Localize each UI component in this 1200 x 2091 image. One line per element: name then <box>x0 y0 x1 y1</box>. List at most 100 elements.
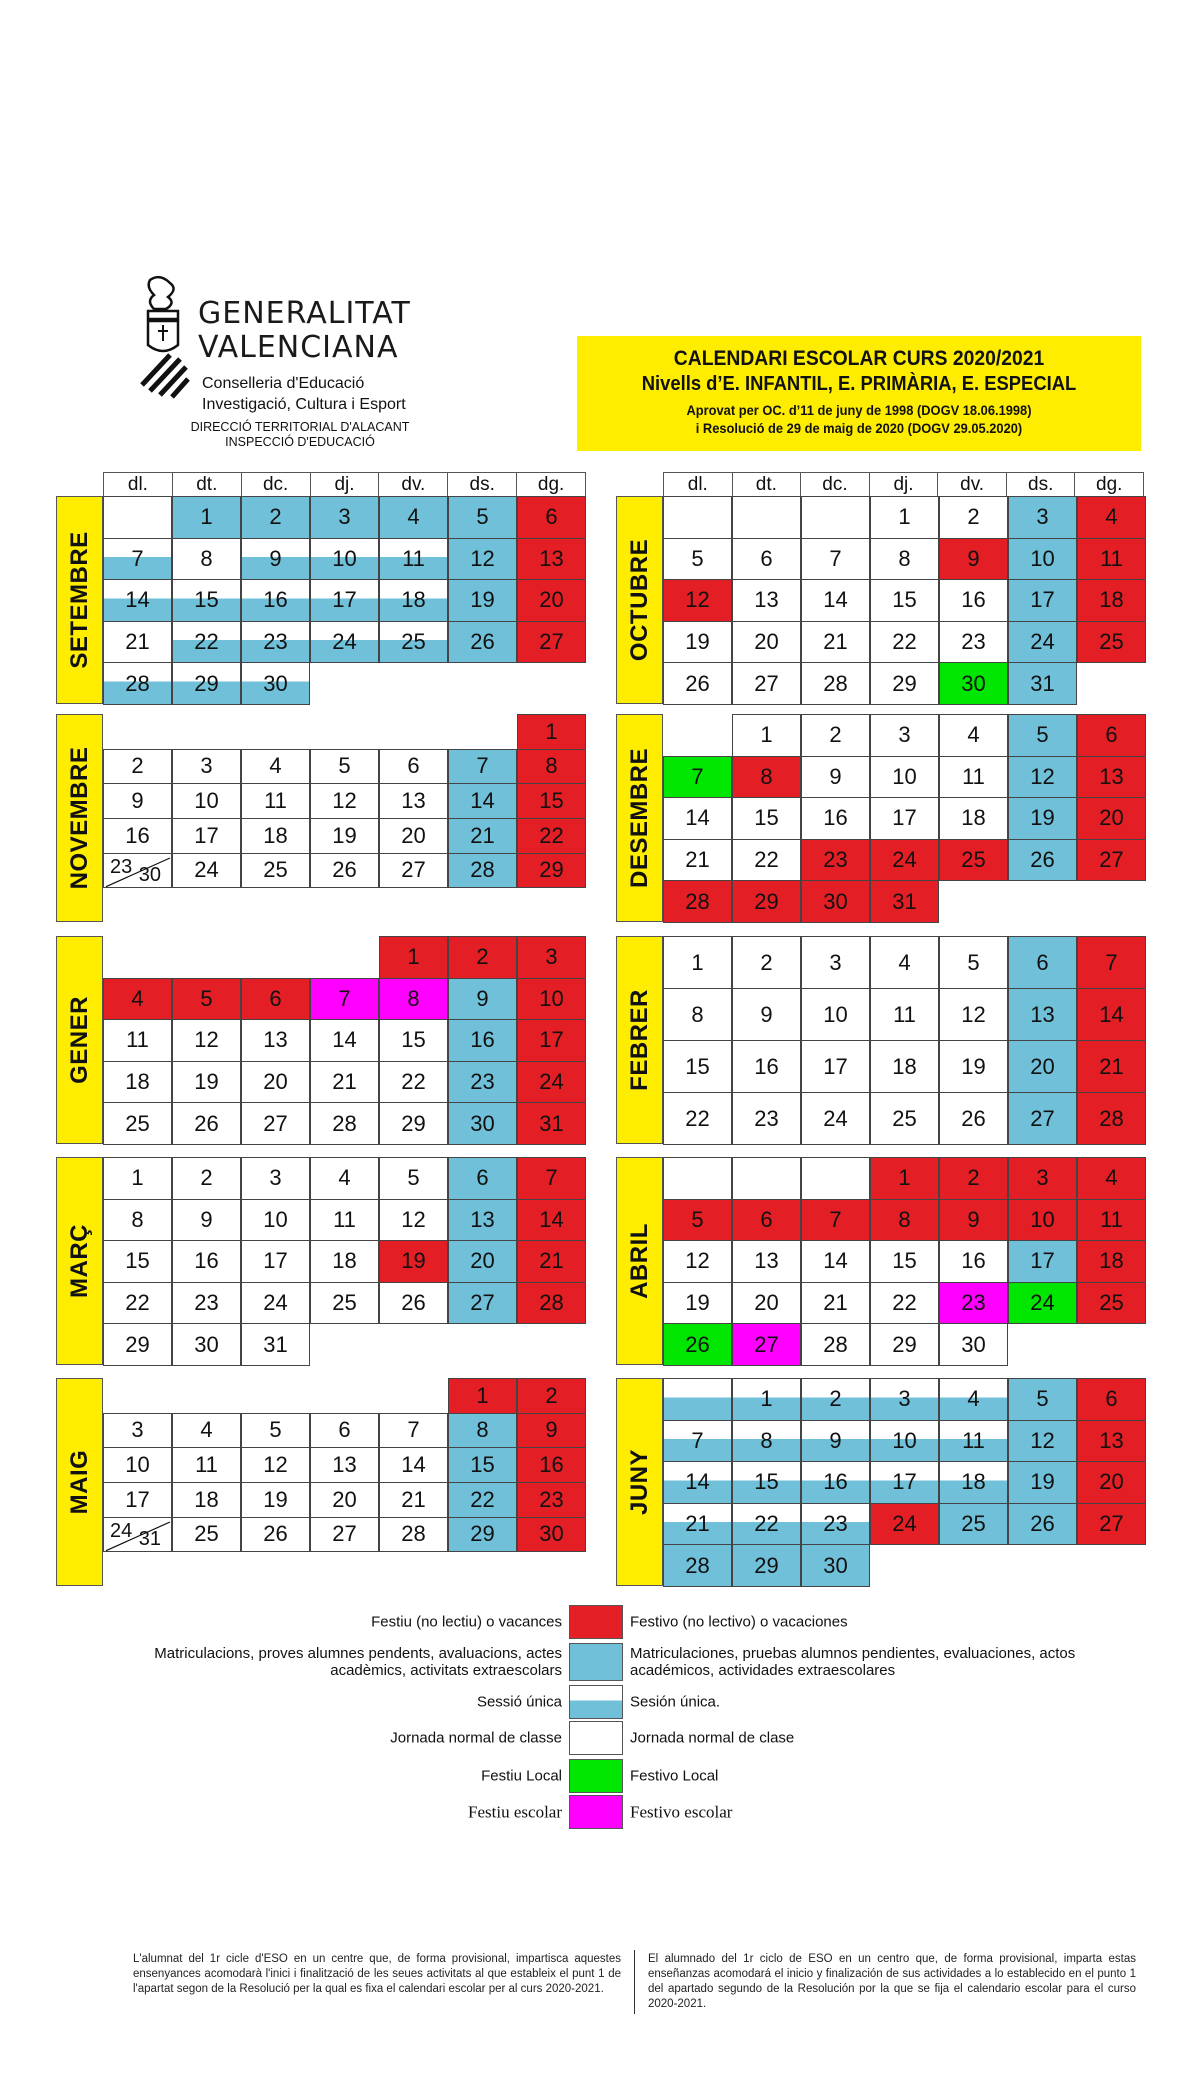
day-number: 17 <box>125 1486 150 1512</box>
day-number: 15 <box>754 805 779 831</box>
day-number: 18 <box>1099 587 1124 613</box>
approval-line2: i Resolució de 29 de maig de 2020 (DOGV … <box>695 420 1023 436</box>
day-number: 18 <box>892 1053 917 1079</box>
day-cell: 30 <box>517 1516 586 1553</box>
weekday-label: dt. <box>173 473 242 496</box>
day-number: 28 <box>685 1552 710 1578</box>
day-cell: 9 <box>103 783 172 819</box>
day-number: 7 <box>338 985 351 1011</box>
day-number: 21 <box>823 629 848 655</box>
day-cell: 13 <box>732 579 801 622</box>
day-number: 28 <box>332 1110 357 1136</box>
day-cell: 14 <box>310 1019 379 1062</box>
day-cell: 11 <box>172 1447 241 1483</box>
month-juny: JUNY 1 2 3 4 5 6 7 8 9 10 11 12 13 14 15 16 17 18 19 20 21 22 2… <box>616 1378 1146 1587</box>
day-number: 18 <box>194 1486 219 1512</box>
day-number: 4 <box>967 1386 980 1412</box>
day-number: 10 <box>332 545 357 571</box>
day-cell: 5 <box>448 496 517 539</box>
day-number: 21 <box>125 629 150 655</box>
day-cell: 7 <box>663 1419 732 1463</box>
footer-note-es: El alumnado del 1r ciclo de ESO en un ce… <box>648 1953 1136 2010</box>
day-cell: 10 <box>103 1447 172 1483</box>
day-cell: 4 <box>310 1157 379 1200</box>
day-cell: 16 <box>801 1461 870 1504</box>
day-number: 12 <box>685 587 710 613</box>
day-cell: 30 <box>939 662 1008 705</box>
day-cell: 25 <box>310 1281 379 1325</box>
day-cell: 27 <box>1077 838 1146 882</box>
day-number: 24 <box>892 1511 917 1537</box>
day-cell: 10 <box>1008 537 1077 581</box>
day-cell: 7 <box>801 537 870 581</box>
day-number: 7 <box>1105 949 1118 975</box>
day-cell: 20 <box>732 620 801 664</box>
day-number: 16 <box>823 1469 848 1495</box>
month-name: SETEMBRE <box>65 531 93 669</box>
day-number: 27 <box>754 670 779 696</box>
day-cell: 23 <box>241 620 310 664</box>
day-cell: 25 <box>1077 620 1146 664</box>
day-cell: 11 <box>939 1419 1008 1463</box>
empty-cell <box>103 936 172 979</box>
day-number: 2 <box>269 504 282 530</box>
dept-line1: Conselleria d'Educació <box>202 375 365 392</box>
day-cell: 15 <box>732 797 801 840</box>
day-number: 4 <box>1105 504 1118 530</box>
day-number: 24 <box>263 1290 288 1316</box>
day-cell: 13 <box>517 537 586 581</box>
day-number: 9 <box>476 985 489 1011</box>
day-cell: 16 <box>448 1019 517 1062</box>
day-number: 21 <box>401 1486 426 1512</box>
day-number: 1 <box>898 504 911 530</box>
day-cell: 2 <box>172 1157 241 1200</box>
day-cell: 28 <box>663 880 732 923</box>
day-number: 24 <box>823 1105 848 1131</box>
day-cell: 29 <box>732 880 801 923</box>
day-number: 15 <box>194 587 219 613</box>
day-number: 22 <box>194 629 219 655</box>
day-number: 26 <box>1030 847 1055 873</box>
day-cell: 1 <box>732 714 801 757</box>
day-cell: 13 <box>1077 755 1146 799</box>
day-cell: 18 <box>1077 579 1146 622</box>
day-cell: 17 <box>870 1461 939 1504</box>
day-cell: 29 <box>517 852 586 889</box>
month-setembre: SETEMBRE 1 2 3 4 5 6 7 8 9 10 11 12 13 14 15 16 17 18 19 20 2… <box>56 496 586 705</box>
month-gener: GENER 1 2 3 4 5 6 7 8 9 10 11 12 13 14 15 16 17 18 19 20 21 22… <box>56 936 586 1145</box>
day-number: 19 <box>685 629 710 655</box>
day-cell: 14 <box>801 579 870 622</box>
day-number: 15 <box>539 788 564 814</box>
day-number: 30 <box>539 1521 564 1547</box>
day-cell: 14 <box>103 579 172 622</box>
day-number: 20 <box>401 822 426 848</box>
empty-cell <box>310 1378 379 1414</box>
day-number: 3 <box>1036 1165 1049 1191</box>
day-cell: 21 <box>801 1281 870 1325</box>
day-number: 13 <box>1099 763 1124 789</box>
day-cell: 25 <box>241 852 310 889</box>
title-box: CALENDARI ESCOLAR CURS 2020/2021 Nivells… <box>577 336 1141 451</box>
day-cell: 5 <box>172 977 241 1021</box>
day-number: 11 <box>333 1206 356 1232</box>
day-number: 17 <box>1030 1248 1055 1274</box>
day-number: 8 <box>476 1417 489 1443</box>
day-cell: 14 <box>663 797 732 840</box>
empty-cell <box>103 714 172 750</box>
day-cell: 10 <box>870 1419 939 1463</box>
day-cell: 11 <box>310 1198 379 1242</box>
day-cell: 10 <box>870 755 939 799</box>
day-cell: 27 <box>732 1323 801 1366</box>
day-number: 18 <box>401 587 426 613</box>
day-number: 29 <box>401 1110 426 1136</box>
day-number: 3 <box>829 949 842 975</box>
org-name-line1: GENERALITAT <box>198 296 411 331</box>
day-number: 4 <box>131 985 144 1011</box>
day-cell: 27 <box>1008 1092 1077 1145</box>
day-number: 1 <box>407 944 420 970</box>
day-number: 22 <box>892 629 917 655</box>
day-number: 20 <box>754 1290 779 1316</box>
day-cell: 8 <box>732 1419 801 1463</box>
day-number: 7 <box>545 1165 558 1191</box>
day-number: 23 <box>754 1105 779 1131</box>
